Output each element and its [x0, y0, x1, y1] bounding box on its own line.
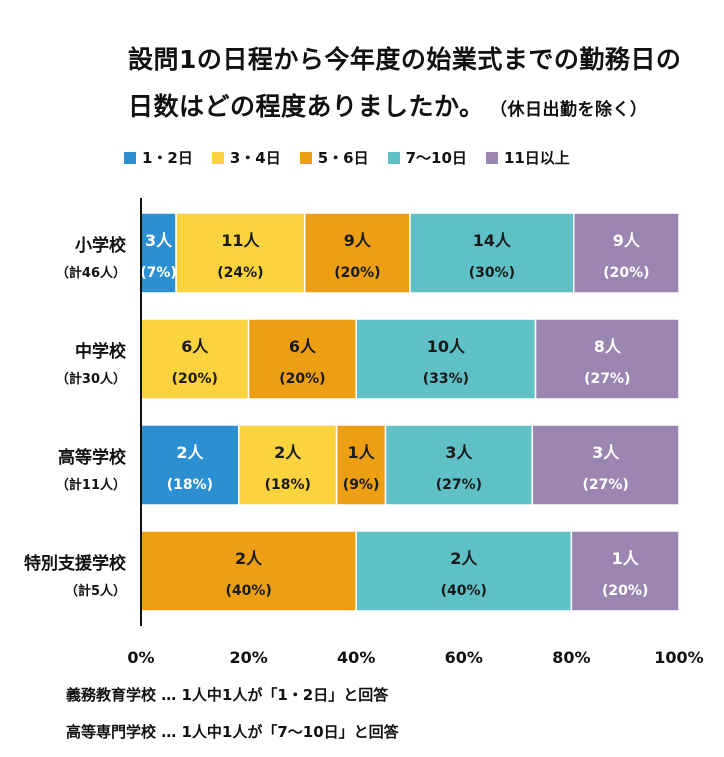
x-tick-label-3: 60%: [445, 648, 483, 667]
legend-label-3: 7〜10日: [405, 149, 467, 167]
category-label-3: 特別支援学校: [24, 553, 127, 574]
data-label-count-0-1: 11人: [221, 231, 260, 250]
data-label-percent-1-4: (27%): [584, 371, 630, 387]
bar-segment-1-3: [355, 318, 537, 400]
stacked-bar-chart: 3人 (7%) 11人 (24%) 9人 (20%) 14人 (30%) 9人 (20%) 小学校 （…: [24, 198, 704, 667]
legend-item-2: 5・6日: [299, 147, 369, 168]
bar-segment-3-3: [355, 530, 573, 612]
data-label-percent-2-0: (18%): [167, 477, 213, 493]
legend-item-3: 7〜10日: [387, 147, 467, 168]
category-sublabel-0: （計46人）: [56, 265, 126, 281]
data-label-percent-0-3: (30%): [469, 265, 515, 281]
data-label-percent-0-2: (20%): [334, 265, 380, 281]
data-label-percent-1-2: (20%): [279, 371, 325, 387]
x-tick-label-1: 20%: [229, 648, 267, 667]
category-label-2: 高等学校: [58, 447, 127, 468]
footnote-1: 義務教育学校 … 1人中1人が「1・2日」と回答: [66, 686, 389, 704]
data-label-count-3-4: 1人: [612, 549, 640, 568]
chart-title-line2-text: 日数はどの程度ありましたか。: [128, 92, 485, 121]
legend-swatch-4: [485, 151, 498, 164]
data-label-count-2-1: 2人: [274, 443, 302, 462]
category-sublabel-2: （計11人）: [56, 477, 126, 493]
bar-segment-3-2: [140, 530, 357, 612]
x-tick-label-4: 80%: [552, 648, 590, 667]
bar-segment-0-4: [572, 212, 680, 294]
bar-segment-0-0: [140, 212, 177, 294]
data-label-percent-2-4: (27%): [582, 477, 628, 493]
category-label-0: 小学校: [75, 235, 127, 256]
legend-label-4: 11日以上: [503, 149, 570, 167]
data-label-count-1-4: 8人: [594, 337, 622, 356]
data-label-count-2-0: 2人: [176, 443, 204, 462]
legend-item-1: 3・4日: [211, 147, 281, 168]
bar-segment-3-4: [570, 530, 680, 612]
bar-segment-0-3: [409, 212, 575, 294]
data-label-percent-3-2: (40%): [225, 583, 271, 599]
chart-title-line2: 日数はどの程度ありましたか。 （休日出勤を除く）: [128, 87, 708, 123]
data-label-percent-0-1: (24%): [217, 265, 263, 281]
chart-legend: 1・2日 3・4日 5・6日 7〜10日 11日以上: [124, 147, 570, 168]
bar-segment-2-4: [531, 424, 680, 506]
bar-segment-1-2: [247, 318, 357, 400]
legend-label-1: 3・4日: [229, 149, 281, 167]
legend-swatch-3: [387, 151, 400, 164]
bar-segment-2-2: [335, 424, 387, 506]
category-label-1: 中学校: [75, 341, 127, 362]
bar-segment-1-4: [534, 318, 680, 400]
data-label-count-1-3: 10人: [427, 337, 466, 356]
data-label-percent-2-3: (27%): [436, 477, 482, 493]
data-label-percent-0-4: (20%): [603, 265, 649, 281]
bar-segment-0-1: [175, 212, 306, 294]
data-label-percent-3-4: (20%): [602, 583, 648, 599]
data-label-percent-3-3: (40%): [441, 583, 487, 599]
chart-title-note: （休日出勤を除く）: [498, 100, 648, 120]
legend-item-0: 1・2日: [124, 147, 193, 168]
data-label-percent-0-0: (7%): [140, 265, 177, 281]
category-sublabel-3: （計5人）: [65, 583, 126, 599]
x-tick-label-0: 0%: [127, 648, 154, 667]
data-label-count-0-2: 9人: [344, 231, 372, 250]
bar-segment-2-3: [384, 424, 534, 506]
legend-label-2: 5・6日: [317, 149, 369, 167]
data-label-count-3-3: 2人: [450, 549, 478, 568]
legend-item-4: 11日以上: [485, 147, 570, 168]
data-label-count-2-4: 3人: [592, 443, 620, 462]
data-label-count-3-2: 2人: [235, 549, 263, 568]
bar-segment-1-1: [140, 318, 250, 400]
bar-segment-2-1: [238, 424, 338, 506]
data-label-count-1-2: 6人: [289, 337, 317, 356]
bar-segment-2-0: [140, 424, 240, 506]
legend-swatch-1: [211, 151, 224, 164]
data-label-count-0-0: 3人: [145, 231, 173, 250]
legend-swatch-2: [299, 151, 312, 164]
data-label-percent-2-1: (18%): [265, 477, 311, 493]
data-label-count-0-3: 14人: [473, 231, 512, 250]
x-tick-label-2: 40%: [337, 648, 375, 667]
chart-title-line1: 設問1の日程から今年度の始業式までの勤務日の: [128, 45, 682, 74]
legend-swatch-0: [124, 151, 136, 164]
bar-segment-0-2: [303, 212, 411, 294]
data-label-percent-2-2: (9%): [343, 477, 380, 493]
data-label-count-2-2: 1人: [348, 443, 376, 462]
data-label-count-2-3: 3人: [445, 443, 473, 462]
data-label-count-0-4: 9人: [613, 231, 641, 250]
data-label-percent-1-1: (20%): [172, 371, 218, 387]
category-sublabel-1: （計30人）: [56, 371, 126, 387]
x-tick-label-5: 100%: [654, 648, 703, 667]
footnote-2: 高等専門学校 … 1人中1人が「7〜10日」と回答: [66, 723, 399, 741]
legend-label-0: 1・2日: [142, 149, 193, 167]
data-label-count-1-1: 6人: [181, 337, 209, 356]
data-label-percent-1-3: (33%): [423, 371, 469, 387]
